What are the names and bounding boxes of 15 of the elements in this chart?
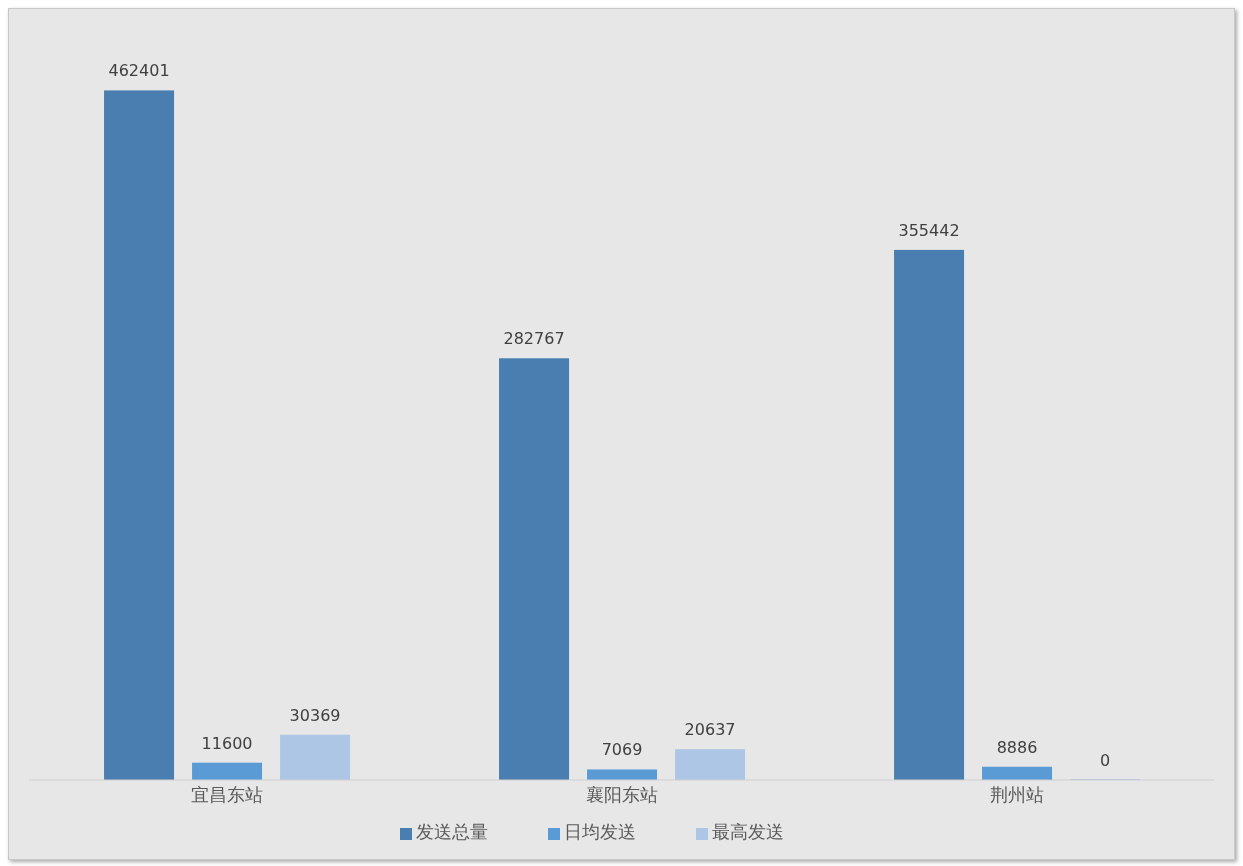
legend-label: 最高发送: [711, 821, 784, 842]
data-label: 8886: [996, 737, 1038, 757]
data-label: 11600: [201, 733, 253, 753]
x-tick-label: 襄阳东站: [585, 783, 658, 805]
data-label: 20637: [684, 720, 736, 740]
data-label: 462401: [108, 61, 170, 81]
legend-label: 日均发送: [563, 821, 636, 842]
x-tick-label: 荆州站: [989, 783, 1044, 805]
data-label: 355442: [898, 220, 960, 240]
data-label: 30369: [289, 705, 341, 725]
data-label: 7069: [601, 740, 643, 760]
data-label: 0: [1099, 751, 1111, 770]
legend-label: 发送总量: [415, 821, 488, 842]
x-tick-label: 宜昌东站: [190, 783, 263, 805]
data-label: 282767: [503, 329, 565, 349]
